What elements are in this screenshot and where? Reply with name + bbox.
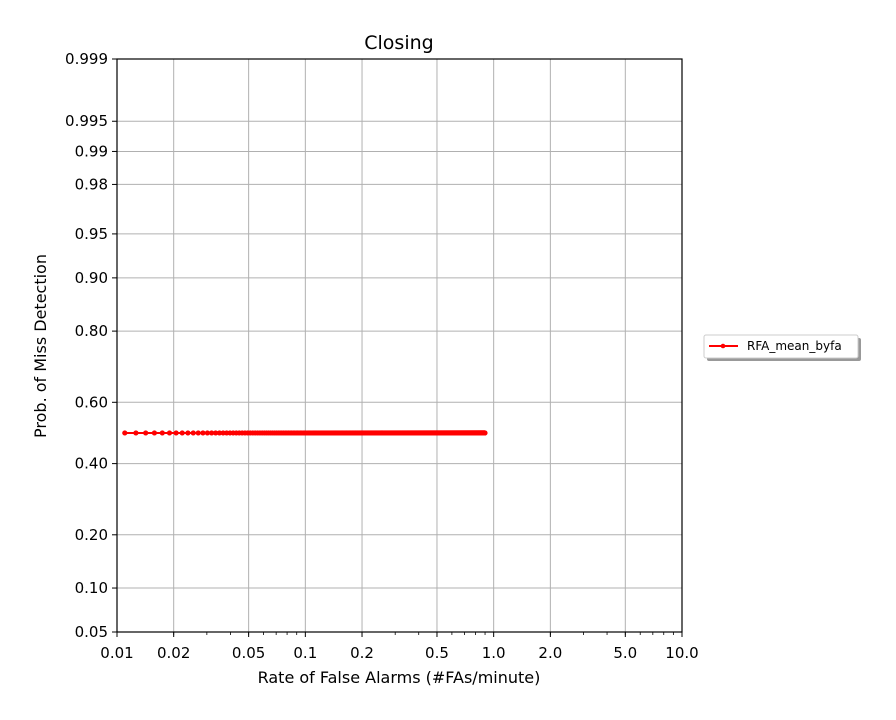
x-tick-label: 0.2 xyxy=(350,644,374,662)
data-point xyxy=(482,430,488,436)
y-tick-label: 0.99 xyxy=(75,142,108,160)
y-tick-label: 0.995 xyxy=(65,112,108,130)
data-point xyxy=(195,430,201,436)
x-tick-label: 0.5 xyxy=(425,644,449,662)
y-tick-label: 0.999 xyxy=(65,50,108,68)
legend-label: RFA_mean_byfa xyxy=(747,339,842,353)
x-tick-label: 10.0 xyxy=(665,644,698,662)
data-point xyxy=(173,430,179,436)
data-point xyxy=(122,430,128,436)
y-axis: 0.05 0.10 0.20 0.40 0.60 0.80 0.90 0.95 0.98 0.99… xyxy=(65,50,117,641)
legend: RFA_mean_byfa xyxy=(703,334,861,361)
series-layer xyxy=(122,430,488,436)
data-point xyxy=(179,430,185,436)
data-point xyxy=(216,430,223,436)
data-point xyxy=(143,430,149,436)
y-tick-label: 0.95 xyxy=(75,225,108,243)
x-tick-label: 0.01 xyxy=(100,644,133,662)
data-point xyxy=(133,430,139,436)
y-tick-label: 0.40 xyxy=(75,455,108,473)
data-point xyxy=(166,430,173,436)
y-tick-label: 0.98 xyxy=(75,175,108,193)
data-point xyxy=(200,430,206,436)
x-tick-label: 0.1 xyxy=(293,644,317,662)
y-tick-label: 0.90 xyxy=(75,269,108,287)
y-tick-label: 0.20 xyxy=(75,526,108,544)
data-point xyxy=(204,430,211,436)
legend-box xyxy=(703,334,859,359)
y-axis-label: Prob. of Miss Detection xyxy=(31,254,50,438)
x-tick-label: 0.02 xyxy=(157,644,190,662)
x-tick-label: 0.05 xyxy=(232,644,265,662)
data-point xyxy=(190,430,196,436)
y-tick-label: 0.10 xyxy=(75,579,108,597)
y-tick-label: 0.05 xyxy=(75,623,108,641)
legend-marker-swatch xyxy=(720,343,726,349)
data-point xyxy=(151,430,158,436)
x-axis-label: Rate of False Alarms (#FAs/minute) xyxy=(258,668,541,687)
data-point xyxy=(209,430,215,436)
x-axis: 0.01 0.02 0.05 0.1 0.2 0.5 1.0 2.0 5.0 10.0 xyxy=(100,632,699,662)
chart-title: Closing xyxy=(364,32,433,54)
data-point xyxy=(159,430,165,436)
x-tick-label: 5.0 xyxy=(613,644,637,662)
x-tick-label: 1.0 xyxy=(482,644,506,662)
y-tick-label: 0.80 xyxy=(75,322,108,340)
data-point xyxy=(213,430,219,436)
plot-frame xyxy=(116,58,683,633)
x-tick-label: 2.0 xyxy=(538,644,562,662)
y-tick-label: 0.60 xyxy=(75,393,108,411)
grid xyxy=(116,58,683,633)
data-point xyxy=(185,430,191,436)
